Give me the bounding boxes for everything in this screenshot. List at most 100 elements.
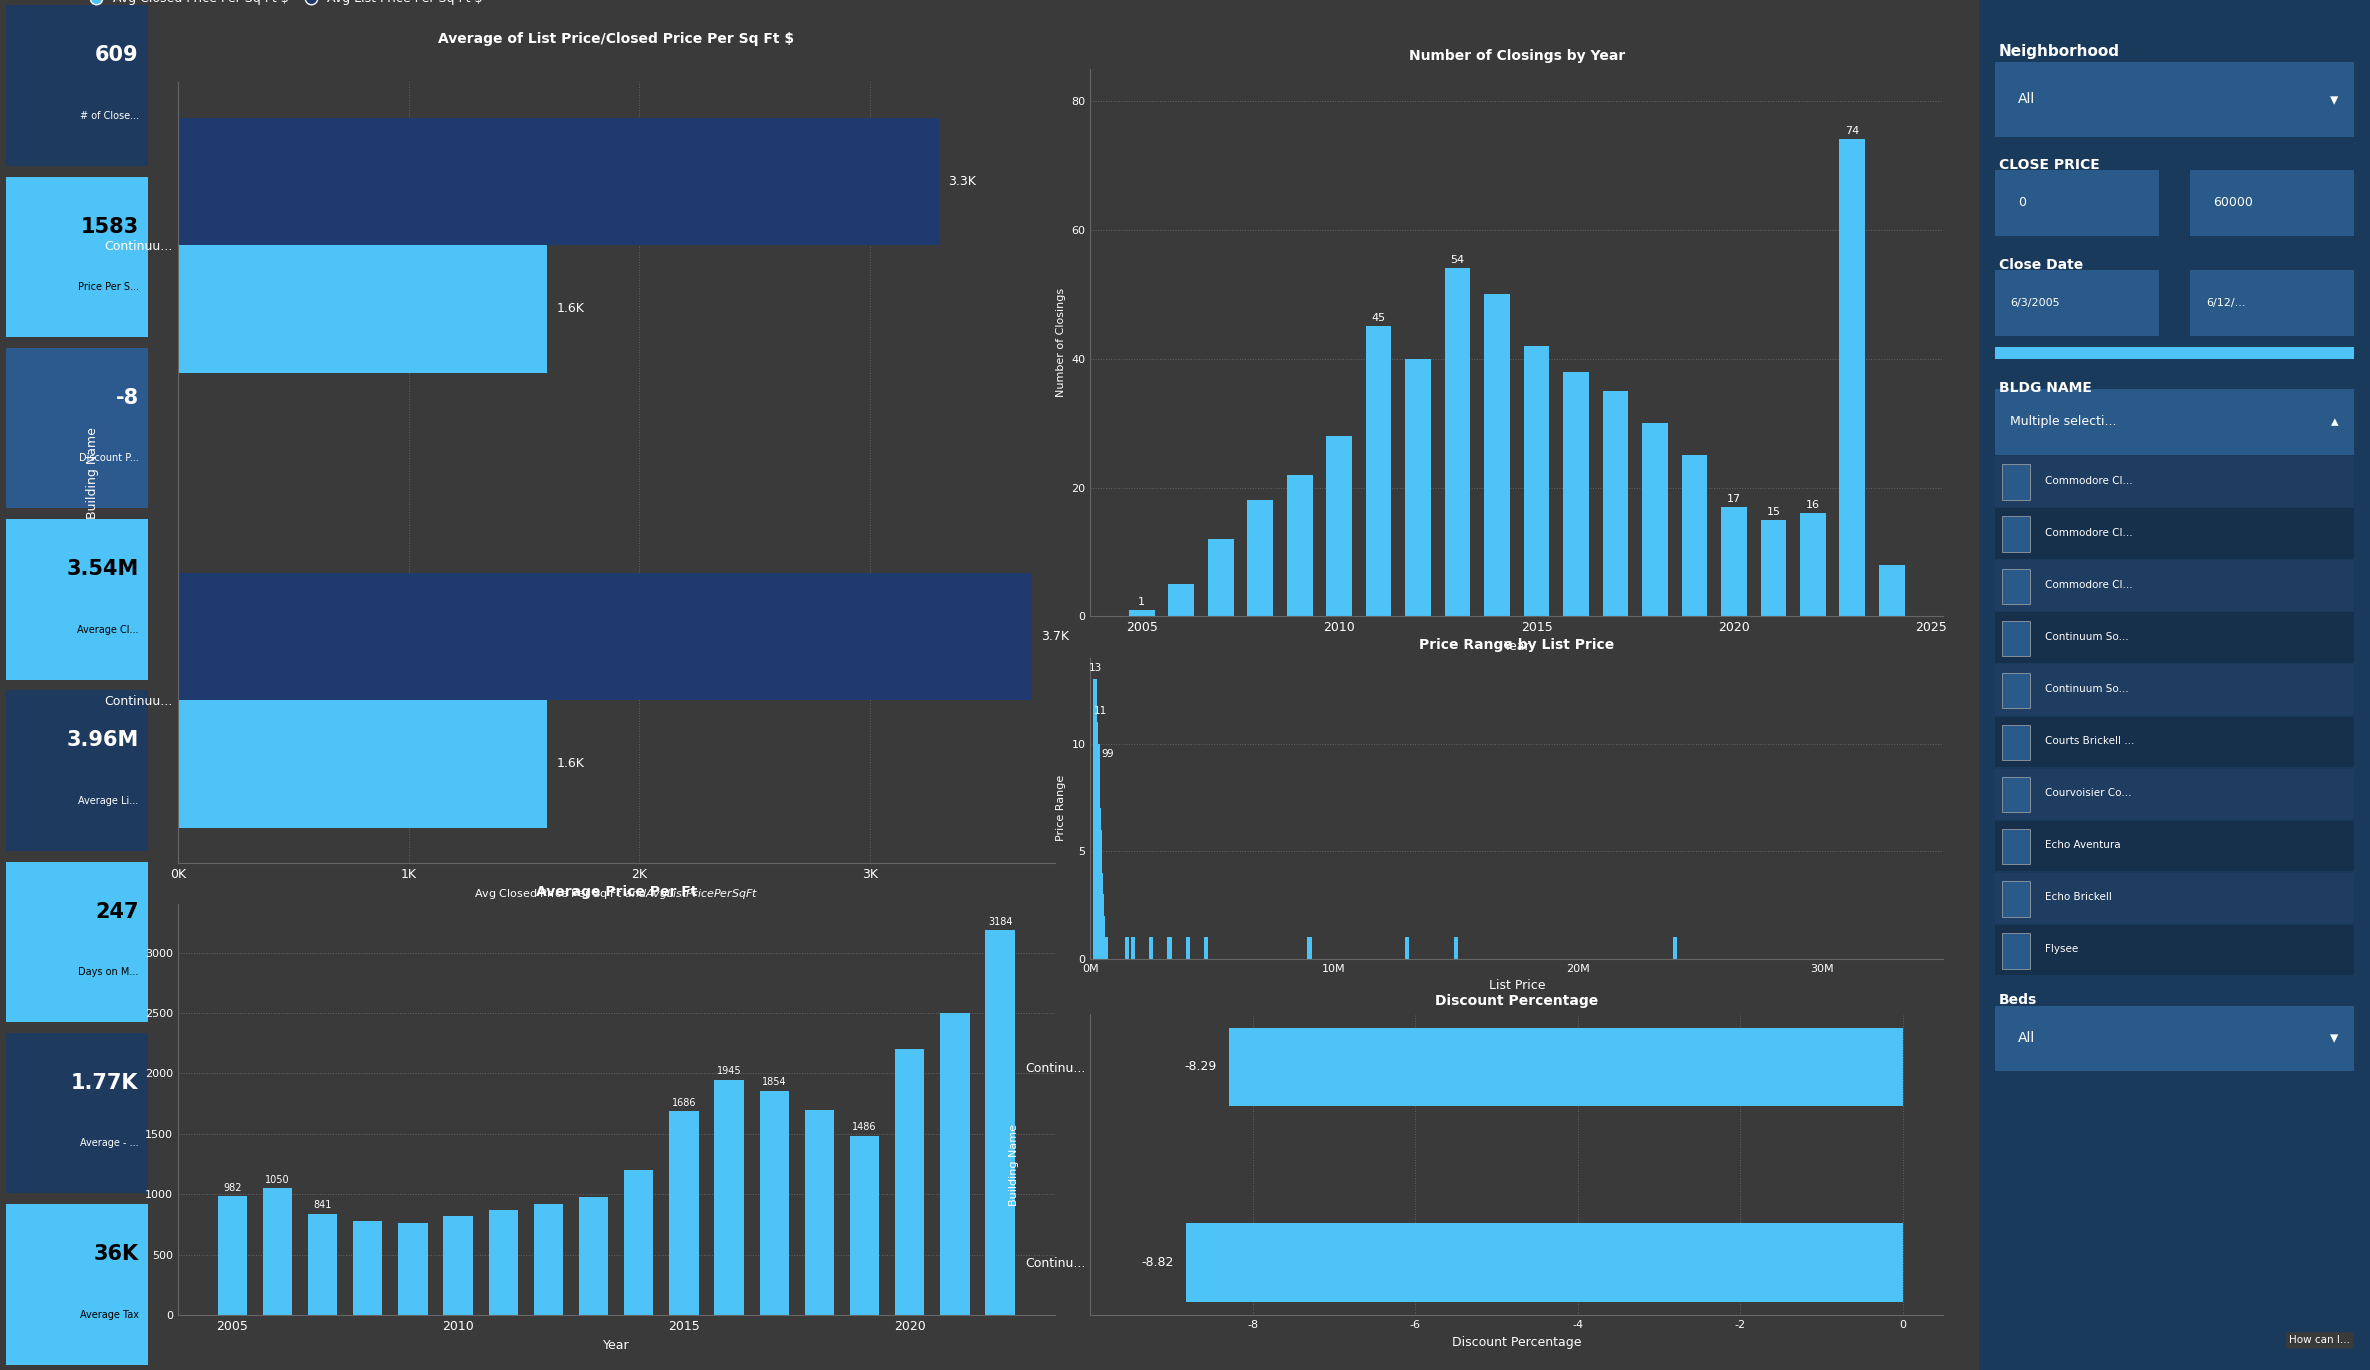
Text: -8: -8 [116,388,137,408]
Bar [1100,873,1102,959]
X-axis label: Avg Closed Price Per Sq Ft $ and Avg List Price Per Sq Ft $: Avg Closed Price Per Sq Ft $ and Avg Lis… [474,886,758,900]
Text: 1.6K: 1.6K [557,303,583,315]
Legend: Avg Closed Price Per Sq Ft $, Avg List Price Per Sq Ft $: Avg Closed Price Per Sq Ft $, Avg List P… [78,0,488,10]
FancyBboxPatch shape [1996,456,2353,507]
FancyBboxPatch shape [2003,464,2029,500]
Text: 1486: 1486 [853,1122,877,1132]
FancyBboxPatch shape [1979,0,2370,1370]
Text: 609: 609 [95,45,137,66]
Bar [178,245,547,373]
Text: 3184: 3184 [988,917,1012,926]
FancyBboxPatch shape [1996,821,2353,871]
Bar [1104,937,1107,959]
Bar [986,930,1014,1315]
Text: 841: 841 [313,1200,332,1210]
Text: 17: 17 [1728,493,1742,504]
Bar [1405,937,1410,959]
Bar [263,1188,292,1315]
Bar [1168,937,1171,959]
X-axis label: Year: Year [602,1338,630,1352]
Bar [1602,390,1628,616]
Text: 3.3K: 3.3K [948,175,976,188]
Text: 36K: 36K [92,1244,137,1265]
FancyBboxPatch shape [1996,62,2353,137]
Bar [1204,937,1209,959]
Text: Neighborhood: Neighborhood [1998,44,2119,59]
FancyBboxPatch shape [7,690,147,851]
Bar [668,1111,699,1315]
FancyBboxPatch shape [2003,569,2029,604]
X-axis label: List Price: List Price [1488,980,1545,992]
Text: CLOSE PRICE: CLOSE PRICE [1998,158,2100,171]
Bar [1100,917,1104,959]
Bar [1100,895,1104,959]
Bar [1230,1028,1903,1106]
Text: BLDG NAME: BLDG NAME [1998,381,2090,395]
Text: 1945: 1945 [716,1066,742,1077]
Bar [1128,610,1154,616]
Text: Days on M...: Days on M... [78,967,137,977]
Bar [851,1136,879,1315]
Bar [1761,519,1787,616]
Title: Discount Percentage: Discount Percentage [1436,995,1597,1008]
Bar [1102,937,1107,959]
Bar [761,1091,789,1315]
Bar [1097,830,1102,959]
Bar [1564,371,1588,616]
Bar [1185,937,1190,959]
Bar [623,1170,654,1315]
Text: Continuum So...: Continuum So... [2045,632,2128,643]
Bar [1093,680,1097,959]
Text: Price Per S...: Price Per S... [78,282,137,292]
Text: # of Close...: # of Close... [81,111,137,121]
Text: 982: 982 [223,1182,242,1193]
Text: Close Date: Close Date [1998,258,2083,271]
FancyBboxPatch shape [1996,1006,2353,1071]
Bar [1524,345,1550,616]
Text: -8.82: -8.82 [1142,1256,1173,1269]
Bar [1446,269,1469,616]
Text: How can I...: How can I... [2289,1336,2351,1345]
Y-axis label: Price Range: Price Range [1055,775,1066,841]
Text: 13: 13 [1088,663,1102,673]
FancyBboxPatch shape [2003,881,2029,917]
Text: 74: 74 [1846,126,1860,136]
Bar [1095,744,1100,959]
Text: Discount P...: Discount P... [78,453,137,463]
Bar [178,700,547,827]
Bar [1327,436,1351,616]
FancyBboxPatch shape [1996,717,2353,767]
FancyBboxPatch shape [1996,612,2353,663]
Bar [488,1210,519,1315]
Bar [1100,895,1104,959]
Text: Average Cl...: Average Cl... [78,625,137,634]
Bar [1801,514,1825,616]
Bar [1102,937,1107,959]
FancyBboxPatch shape [1996,873,2353,923]
Text: 15: 15 [1766,507,1780,516]
FancyBboxPatch shape [2003,725,2029,760]
Text: All: All [2017,92,2036,107]
Bar [443,1217,472,1315]
Bar [1721,507,1747,616]
Text: 60000: 60000 [2214,196,2254,210]
FancyBboxPatch shape [7,177,147,337]
Text: 1583: 1583 [81,216,137,237]
Text: 9: 9 [1107,749,1114,759]
X-axis label: Discount Percentage: Discount Percentage [1453,1336,1581,1348]
Text: Multiple selecti...: Multiple selecti... [2010,415,2116,429]
Bar [1168,584,1194,616]
Y-axis label: Building Name: Building Name [85,426,100,519]
Bar [806,1110,834,1315]
Text: 1854: 1854 [763,1077,787,1088]
FancyBboxPatch shape [1996,560,2353,611]
Bar [1365,326,1391,616]
Title: Price Range by List Price: Price Range by List Price [1420,638,1614,652]
Text: 1.6K: 1.6K [557,758,583,770]
FancyBboxPatch shape [7,1033,147,1193]
Bar [941,1012,969,1315]
Title: Average Price Per Ft: Average Price Per Ft [536,885,697,899]
Text: Echo Brickell: Echo Brickell [2045,892,2112,903]
Title: Average of List Price/Closed Price Per Sq Ft $: Average of List Price/Closed Price Per S… [438,33,794,47]
Text: 247: 247 [95,901,137,922]
